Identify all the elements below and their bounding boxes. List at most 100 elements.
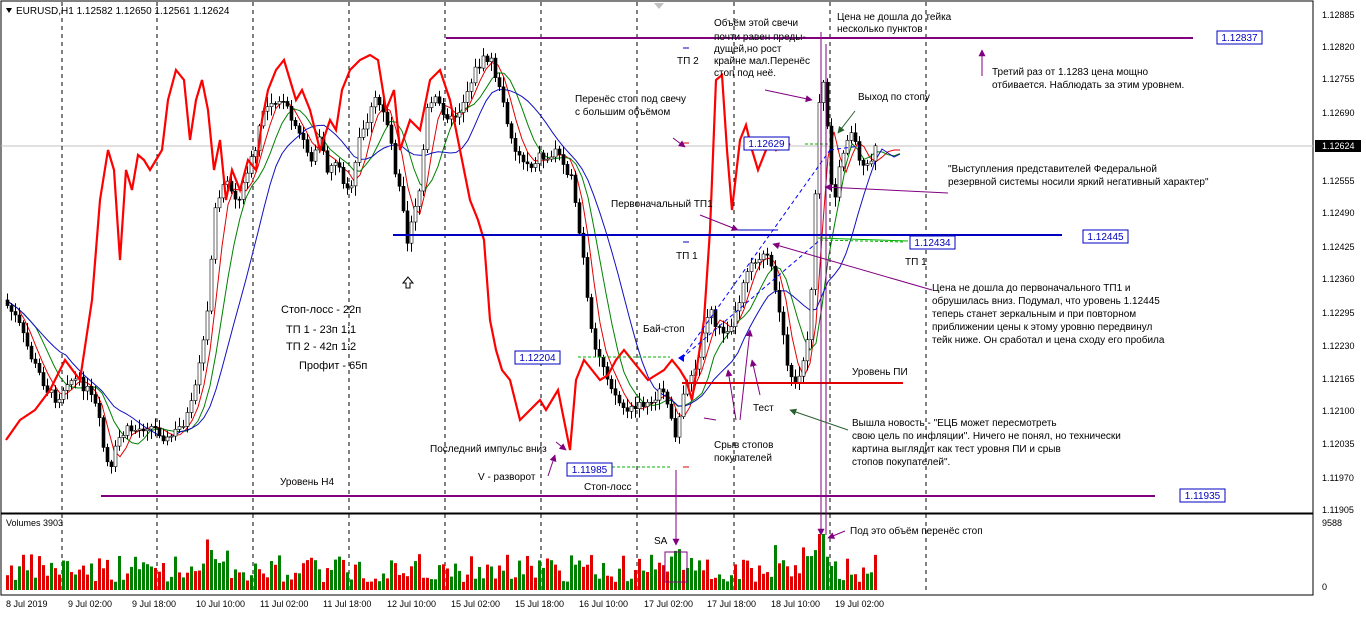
volume-bar [638,558,641,590]
candle-body [117,437,122,447]
volume-bar [218,563,221,590]
candle-body [577,202,582,234]
volume-bar [670,556,673,590]
moving-averages [5,61,901,458]
price-tick: 1.12425 [1322,242,1355,252]
candle-body [701,332,706,358]
volume-bar [610,576,613,590]
chart-shift-marker[interactable] [654,3,664,9]
annotation-text: Цена не дошла до тейка [837,12,952,23]
level-label-1.12837[interactable]: 1.12837 [1216,30,1263,45]
volume-bar [674,550,677,590]
volume-bar [486,564,489,590]
candle-body [9,305,14,312]
volume-bar [174,556,177,590]
volume-bar [830,566,833,590]
symbol-icon [6,8,12,13]
annotation-text: почти равен преды- [714,32,806,43]
candle-body [681,393,686,418]
volume-bar [122,579,125,590]
candle-body [101,417,106,448]
candle-body [405,210,410,244]
candle-body [93,394,98,404]
ma-mid-line [5,72,901,445]
volume-bar [214,559,217,590]
volume-bar [454,563,457,590]
candle-body [441,103,446,115]
annotation-text: ТП 2 - 42п 1:2 [286,341,356,353]
volume-bar [210,550,213,590]
candle-body [721,326,726,334]
volume-bar [738,579,741,590]
volume-bar [718,574,721,590]
candle-body [421,149,426,192]
level-label-1.11935[interactable]: 1.11935 [1179,488,1226,503]
candle-body [141,428,146,432]
candle-body [481,55,486,69]
volume-bar [378,581,381,590]
level-label-1.11985[interactable]: 1.11985 [566,462,613,477]
volume-bar [366,581,369,590]
candle-body [197,362,202,386]
annotation-text: Цена не дошла до первоначального ТП1 и [932,283,1131,294]
candle-body [309,152,314,162]
candle-body [201,339,206,364]
candle-body [165,436,170,442]
volume-bar [750,568,753,590]
level-label-1.12629[interactable]: 1.12629 [743,136,790,151]
volume-bar [42,565,45,590]
candle-body [869,160,874,165]
candle-body [325,150,330,173]
time-axis[interactable]: 8 Jul 2019 9 Jul 02:00 9 Jul 18:00 10 Ju… [6,599,884,609]
candle-body [633,406,638,409]
price-axis[interactable]: 1.12885 1.12820 1.12755 1.12690 1.12624 … [1315,10,1361,515]
level-label-1.12434[interactable]: 1.12434 [909,235,956,250]
candle-body [621,402,626,408]
candle-body [353,162,358,187]
candle-body [473,66,478,84]
volume-bar [190,566,193,590]
annotation-text: крайне мал.Перенёс [714,56,810,67]
candle-body [157,427,162,437]
candle-body [537,152,542,164]
level-label-1.12445[interactable]: 1.12445 [1082,229,1129,244]
sa-volume-box[interactable] [664,551,688,583]
volume-bar [774,545,777,590]
time-tick: 9 Jul 02:00 [68,599,112,609]
volume-bar [574,564,577,590]
candle-body [413,206,418,223]
candle-body [585,257,590,298]
candle-body [837,166,842,198]
volume-bar [542,567,545,590]
volume-bar [202,563,205,590]
volume-bar [810,556,813,590]
candle-body [673,418,678,438]
volume-bar [302,563,305,590]
candle-body [461,102,466,113]
volume-bar [158,571,161,590]
level-label-1.12204[interactable]: 1.12204 [514,350,561,365]
annotation-text: Третий раз от 1.1283 цена мощно [992,67,1149,78]
volume-bar [230,578,233,590]
volume-bar [842,580,845,590]
volume-bar [178,572,181,590]
volume-bar [446,568,449,590]
candle-body [501,86,506,103]
volume-bar [662,565,665,590]
time-tick: 16 Jul 10:00 [579,599,628,609]
volume-bar [570,555,573,590]
volume-bar [54,568,57,590]
volume-bar [342,559,345,590]
volume-bar [50,562,53,590]
volume-bar [698,560,701,590]
volume-bar [870,572,873,590]
volume-bar [862,567,865,590]
candle-body [733,310,738,327]
annotation-text: ТП 1 [676,251,698,262]
volume-bar [270,561,273,590]
time-tick: 15 Jul 02:00 [451,599,500,609]
volume-bar [786,566,789,590]
candle-body [457,112,462,118]
